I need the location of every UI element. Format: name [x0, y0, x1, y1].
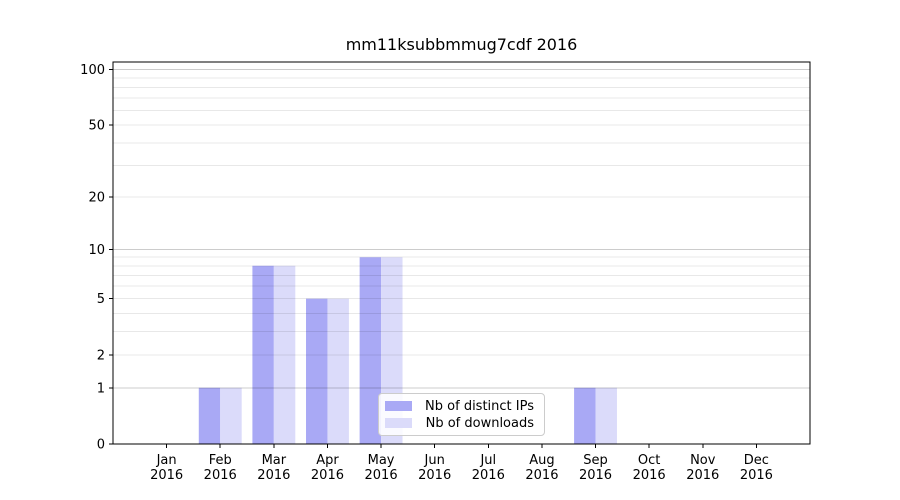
x-tick-label-month: Mar — [262, 453, 287, 468]
x-tick-label-year: 2016 — [579, 468, 612, 483]
x-tick-label-year: 2016 — [257, 468, 290, 483]
legend-swatch-distinct-ips — [385, 401, 412, 411]
x-tick-label-month: Jun — [424, 453, 445, 468]
chart-title: mm11ksubbmmug7cdf 2016 — [345, 35, 578, 54]
y-tick-label: 100 — [80, 63, 105, 78]
x-tick-label-year: 2016 — [365, 468, 398, 483]
bar-downloads-apr — [327, 298, 349, 444]
x-tick-label-month: Dec — [744, 453, 769, 468]
x-tick-label-month: Sep — [583, 453, 608, 468]
x-tick-label-month: Apr — [316, 453, 339, 468]
x-tick-label-year: 2016 — [686, 468, 719, 483]
x-tick-label-year: 2016 — [204, 468, 237, 483]
bar-downloads-feb — [220, 387, 242, 444]
x-tick-label-year: 2016 — [740, 468, 773, 483]
legend-item-downloads: Nb of downloads — [385, 415, 534, 431]
legend-swatch-downloads — [385, 418, 412, 428]
y-tick-label: 50 — [88, 119, 105, 134]
x-tick-label-year: 2016 — [311, 468, 344, 483]
x-tick-label-year: 2016 — [472, 468, 505, 483]
y-tick-label: 5 — [97, 292, 105, 307]
x-tick-label-month: Jan — [156, 453, 177, 468]
x-tick-label-year: 2016 — [633, 468, 666, 483]
x-tick-label-year: 2016 — [525, 468, 558, 483]
y-tick-label: 20 — [88, 191, 105, 206]
x-tick-label-month: Aug — [529, 453, 554, 468]
bar-distinct-ips-sep — [574, 387, 596, 444]
y-tick-label: 0 — [97, 438, 105, 453]
bar-distinct-ips-mar — [252, 265, 274, 444]
bar-distinct-ips-may — [359, 257, 382, 444]
x-tick-label-month: Jul — [479, 453, 496, 468]
y-tick-label: 2 — [97, 348, 105, 363]
x-tick-label-year: 2016 — [418, 468, 451, 483]
legend-item-distinct-ips: Nb of distinct IPs — [385, 398, 534, 414]
bar-downloads-mar — [273, 265, 296, 444]
x-tick-label-month: Nov — [690, 453, 716, 468]
axes-spines — [112, 61, 811, 445]
legend: Nb of distinct IPs Nb of downloads — [378, 393, 545, 436]
legend-label-distinct-ips: Nb of distinct IPs — [425, 398, 534, 414]
bar-distinct-ips-apr — [306, 298, 328, 444]
bar-downloads-sep — [595, 387, 617, 444]
x-tick-label-year: 2016 — [150, 468, 183, 483]
legend-label-downloads: Nb of downloads — [425, 415, 534, 431]
y-tick-label: 10 — [88, 243, 105, 258]
y-tick-label: 1 — [97, 381, 105, 396]
x-tick-label-month: May — [368, 453, 395, 468]
x-tick-label-month: Feb — [209, 453, 232, 468]
x-tick-label-month: Oct — [638, 453, 660, 468]
bar-distinct-ips-feb — [198, 387, 221, 444]
